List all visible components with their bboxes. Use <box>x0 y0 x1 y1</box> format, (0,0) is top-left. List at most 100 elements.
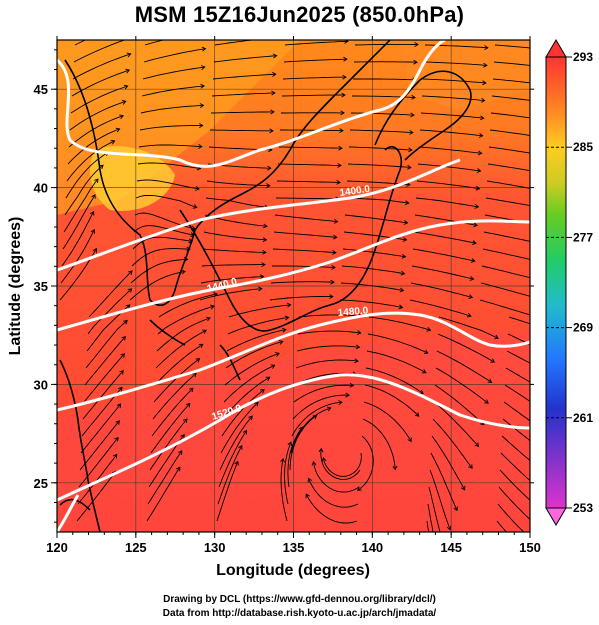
streamline-arrow <box>305 493 310 499</box>
streamline-arrow <box>414 42 419 47</box>
streamline-arrow <box>474 442 480 448</box>
streamline <box>67 128 120 165</box>
streamline <box>78 437 119 488</box>
streamline-arrow <box>403 220 409 225</box>
streamline <box>320 448 361 480</box>
streamline-arrow <box>476 168 482 174</box>
streamline <box>270 281 335 284</box>
streamline <box>421 95 485 102</box>
streamline-arrow <box>490 358 496 363</box>
streamline-arrow <box>91 194 96 199</box>
streamline-arrow <box>337 163 342 168</box>
streamline <box>226 329 286 352</box>
streamline <box>498 486 530 521</box>
streamline-arrow <box>269 128 274 134</box>
streamline-arrow <box>484 399 489 404</box>
streamline <box>429 469 451 530</box>
streamline <box>362 418 396 470</box>
streamline-arrow <box>116 403 122 409</box>
streamline <box>500 452 530 482</box>
streamline-arrow <box>338 400 343 405</box>
streamline <box>152 372 197 420</box>
streamline <box>276 180 341 183</box>
streamline-arrow <box>409 130 414 135</box>
streamline-arrow <box>329 294 334 299</box>
streamline <box>135 194 197 209</box>
streamline <box>68 115 124 148</box>
x-tick-label: 150 <box>519 540 541 555</box>
cool-region-ne <box>400 40 530 110</box>
grid-lines <box>57 40 530 532</box>
streamline <box>418 146 482 154</box>
streamline-arrow <box>494 334 499 340</box>
streamline-arrow <box>484 45 489 51</box>
streamline <box>413 231 477 244</box>
streamline-arrow <box>537 315 541 319</box>
streamline-arrow <box>263 223 268 229</box>
streamline <box>293 384 354 403</box>
streamline <box>291 401 343 437</box>
streamline <box>481 265 530 279</box>
streamline <box>158 293 218 318</box>
streamline-arrow <box>357 486 362 491</box>
streamline <box>77 454 118 505</box>
streamline <box>282 76 347 80</box>
streamline <box>412 248 475 262</box>
streamline-arrow <box>477 150 483 156</box>
streamline <box>147 450 183 505</box>
contour-line <box>57 219 530 332</box>
streamline <box>138 144 202 148</box>
streamline-arrow <box>270 109 275 115</box>
streamline-arrow <box>260 388 265 394</box>
contour-line <box>57 373 530 502</box>
streamline-arrow <box>119 114 125 120</box>
streamline <box>131 248 191 267</box>
streamline <box>199 288 262 301</box>
streamline <box>227 316 289 335</box>
streamline-arrow <box>90 228 96 234</box>
streamline <box>497 503 525 532</box>
y-axis-label: Latitude (degrees) <box>7 217 24 356</box>
streamline <box>206 180 270 187</box>
streamline <box>217 445 243 505</box>
streamline <box>72 53 131 80</box>
streamline <box>422 78 486 84</box>
streamline <box>205 197 269 209</box>
streamline-arrow <box>129 20 133 24</box>
streamline-arrow <box>400 270 406 276</box>
streamline <box>284 40 348 46</box>
y-tick-label: 40 <box>34 181 48 196</box>
streamline <box>409 299 472 317</box>
streamline-arrow <box>345 392 350 398</box>
cool-region-core <box>90 146 175 211</box>
streamline-arrow <box>542 510 546 514</box>
streamline-arrow <box>340 110 345 116</box>
streamline <box>480 282 530 297</box>
streamline <box>434 384 485 425</box>
x-tick-label: 145 <box>440 540 462 555</box>
streamline-arrow <box>426 326 432 332</box>
streamline-arrow <box>331 264 336 270</box>
streamline-arrow <box>272 53 278 59</box>
streamline-arrow <box>180 433 185 439</box>
streamline <box>280 129 344 132</box>
streamline-arrow <box>401 253 407 259</box>
streamline-arrow <box>483 62 488 68</box>
streamline <box>225 341 283 369</box>
streamline-arrow <box>398 304 404 310</box>
streamline-arrow <box>318 447 324 453</box>
streamline <box>496 520 507 532</box>
streamline <box>200 276 264 284</box>
streamline <box>341 265 405 275</box>
streamline-arrow <box>242 429 248 435</box>
streamline <box>289 415 317 471</box>
streamline-arrow <box>312 414 318 420</box>
streamline-arrow <box>338 145 343 151</box>
streamline <box>368 316 431 331</box>
streamline <box>428 486 441 532</box>
streamline <box>411 265 474 280</box>
streamline <box>430 452 458 511</box>
streamline <box>427 503 434 532</box>
streamline <box>420 112 484 119</box>
streamline-arrow <box>542 242 546 246</box>
